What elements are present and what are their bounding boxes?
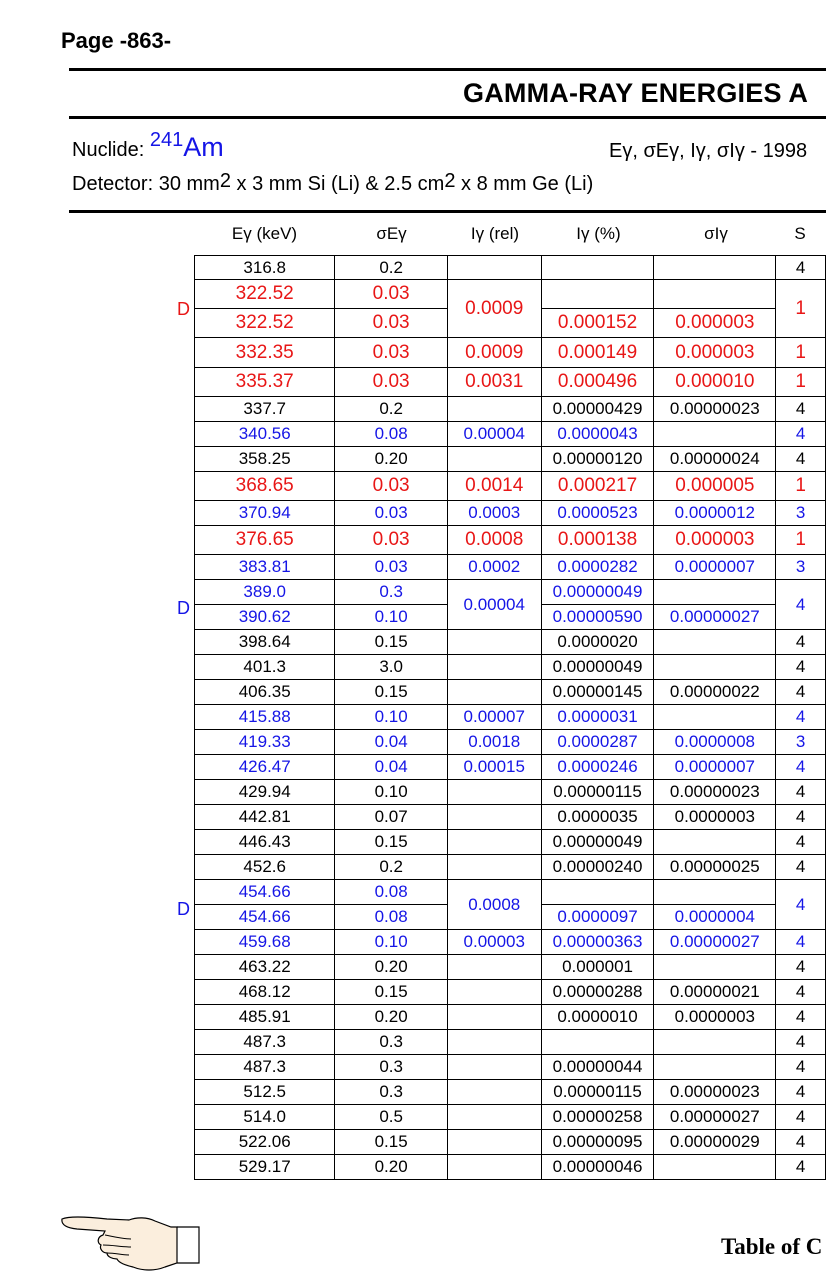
table-row: 415.88 0.10 0.00007 0.0000031 4 <box>193 704 826 730</box>
table-row: 322.52 0.03 0.000152 0.000003 <box>193 308 826 338</box>
top-rule <box>69 68 826 71</box>
table-row: 419.33 0.04 0.0018 0.0000287 0.0000008 3 <box>193 729 826 755</box>
table-header: Eγ (keV) σEγ Iγ (rel) Iγ (%) σIγ S <box>194 224 826 254</box>
table-row: 376.65 0.03 0.0008 0.000138 0.000003 1 <box>193 525 826 555</box>
table-row: 452.6 0.2 0.00000240 0.00000025 4 <box>193 854 826 880</box>
table-row: 398.64 0.15 0.0000020 4 <box>193 629 826 655</box>
table-row: 522.06 0.15 0.00000095 0.00000029 4 <box>193 1129 826 1155</box>
nuclide-label: Nuclide: <box>72 139 145 161</box>
table-row: 389.0 0.3 0.00004 0.00000049 4 <box>193 579 826 630</box>
detector-sup-2: 2 <box>444 170 456 192</box>
table-row: 337.7 0.2 0.00000429 0.00000023 4 <box>193 396 826 422</box>
nuclide-mass-number: 241 <box>149 129 184 151</box>
table-row: 514.0 0.5 0.00000258 0.00000027 4 <box>193 1104 826 1130</box>
detector-text-b: x 3 mm Si (Li) & 2.5 cm <box>230 173 445 195</box>
table-row: 368.65 0.03 0.0014 0.000217 0.000005 1 <box>193 471 826 501</box>
table-row: 485.91 0.20 0.0000010 0.0000003 4 <box>193 1004 826 1030</box>
doublet-marker: D <box>177 899 190 919</box>
detector-text-a: Detector: 30 mm <box>72 173 220 195</box>
detector-text-c: x 8 mm Ge (Li) <box>455 173 594 195</box>
pointing-hand-icon <box>61 1216 200 1271</box>
parameter-list: Eγ, σEγ, Iγ, σIγ - 1998 <box>609 140 808 162</box>
table-row: 463.22 0.20 0.000001 4 <box>193 954 826 980</box>
table-row: 454.66 0.08 0.0008 4 <box>193 879 826 930</box>
table-row: 446.43 0.15 0.00000049 4 <box>193 829 826 855</box>
table-row: 487.3 0.3 4 <box>193 1029 826 1055</box>
pointing-hand-icon[interactable] <box>59 1213 201 1278</box>
header-rule <box>69 210 826 213</box>
col-header-sigma-energy: σEγ <box>376 224 407 243</box>
table-row: 390.62 0.10 0.00000590 0.00000027 <box>193 604 826 630</box>
gamma-ray-table: 316.8 0.2 4 322.52 0.03 0.0009 1 322.52 0.03 0.… <box>193 255 826 1180</box>
table-row: 383.81 0.03 0.0002 0.0000282 0.0000007 3 <box>193 554 826 580</box>
nuclide-line: Nuclide: 241Am <box>72 129 224 163</box>
table-row: 316.8 0.2 4 <box>193 255 826 280</box>
col-header-source: S <box>794 224 806 243</box>
nuclide-symbol: Am <box>183 132 224 162</box>
page-title: GAMMA-RAY ENERGIES A <box>463 78 809 108</box>
table-row: 322.52 0.03 0.0009 1 <box>193 279 826 338</box>
detector-sup-1: 2 <box>219 170 231 192</box>
table-row: 459.68 0.10 0.00003 0.00000363 0.00000027 4 <box>193 929 826 955</box>
table-row: 442.81 0.07 0.0000035 0.0000003 4 <box>193 804 826 830</box>
col-header-energy: Eγ (keV) <box>231 224 298 243</box>
table-row: 468.12 0.15 0.00000288 0.00000021 4 <box>193 979 826 1005</box>
table-row: 335.37 0.03 0.0031 0.000496 0.000010 1 <box>193 367 826 397</box>
table-row: 358.25 0.20 0.00000120 0.00000024 4 <box>193 446 826 472</box>
table-row: 370.94 0.03 0.0003 0.0000523 0.0000012 3 <box>193 500 826 526</box>
table-row: 332.35 0.03 0.0009 0.000149 0.000003 1 <box>193 337 826 368</box>
table-row: 406.35 0.15 0.00000145 0.00000022 4 <box>193 679 826 705</box>
table-row: 401.3 3.0 0.00000049 4 <box>193 654 826 680</box>
table-row: 340.56 0.08 0.00004 0.0000043 4 <box>193 421 826 447</box>
table-row: 487.3 0.3 0.00000044 4 <box>193 1054 826 1080</box>
table-row: 529.17 0.20 0.00000046 4 <box>193 1154 826 1180</box>
doublet-marker: D <box>177 299 190 319</box>
title-rule <box>69 116 826 119</box>
table-row: 426.47 0.04 0.00015 0.0000246 0.0000007 4 <box>193 754 826 780</box>
doublet-marker: D <box>177 598 190 618</box>
col-header-sigma-intensity: σIγ <box>704 224 728 243</box>
table-row: 512.5 0.3 0.00000115 0.00000023 4 <box>193 1079 826 1105</box>
page-number: Page -863- <box>61 28 172 53</box>
col-header-intensity-pct: Iγ (%) <box>576 224 621 243</box>
col-header-intensity-rel: Iγ (rel) <box>470 224 520 243</box>
detector-description: Detector: 30 mm2 x 3 mm Si (Li) & 2.5 cm… <box>72 170 594 196</box>
table-of-contents-link[interactable]: Table of C <box>721 1234 823 1259</box>
table-row: 429.94 0.10 0.00000115 0.00000023 4 <box>193 779 826 805</box>
table-row: 454.66 0.08 0.0000097 0.0000004 <box>193 904 826 930</box>
